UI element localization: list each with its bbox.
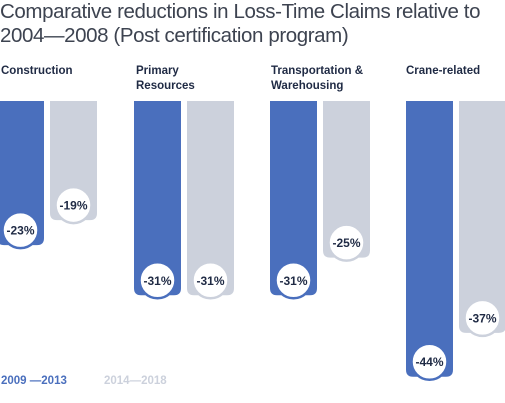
data-label-badge-crane-related-2014-2018 [463, 298, 502, 338]
data-label-transportation-warehousing-2009-2013: -31% [279, 274, 307, 288]
data-label-badge-transportation-warehousing-2009-2013 [274, 261, 313, 300]
legend-item-2009-2013: 2009 —2013 [1, 375, 67, 387]
bar-construction-2009-2013 [0, 101, 44, 246]
data-label-badge-crane-related-2009-2013 [410, 342, 449, 381]
bar-primary-resources-2014-2018 [187, 101, 234, 296]
data-label-badge-transportation-warehousing-2014-2018 [327, 223, 366, 262]
data-label-primary-resources-2009-2013: -31% [143, 274, 171, 288]
category-label-crane-related: Crane-related [406, 65, 481, 77]
data-label-construction-2009-2013: -23% [6, 224, 34, 238]
data-label-primary-resources-2014-2018: -31% [196, 274, 224, 288]
legend-item-2014-2018: 2014—2018 [104, 375, 167, 387]
chart-title: Comparative reductions in Loss-Time Clai… [0, 0, 481, 47]
data-label-badge-primary-resources-2009-2013 [138, 261, 177, 300]
data-label-badge-primary-resources-2014-2018 [191, 261, 230, 300]
bar-crane-related-2014-2018 [459, 101, 505, 333]
data-label-badge-construction-2009-2013 [1, 210, 40, 250]
category-label-primary-resources: Primary Resources [136, 65, 195, 92]
bar-primary-resources-2009-2013 [134, 101, 181, 296]
data-label-construction-2014-2018: -19% [59, 199, 87, 213]
data-label-badge-construction-2014-2018 [54, 185, 93, 225]
bar-transportation-warehousing-2014-2018 [323, 101, 370, 258]
data-label-crane-related-2014-2018: -37% [468, 311, 496, 325]
data-label-crane-related-2009-2013: -44% [415, 355, 443, 369]
bar-transportation-warehousing-2009-2013 [270, 101, 317, 296]
bar-crane-related-2009-2013 [406, 101, 453, 377]
category-label-construction: Construction [1, 65, 73, 77]
category-label-transportation-warehousing: Transportation & Warehousing [271, 65, 364, 92]
data-label-transportation-warehousing-2014-2018: -25% [332, 236, 360, 250]
